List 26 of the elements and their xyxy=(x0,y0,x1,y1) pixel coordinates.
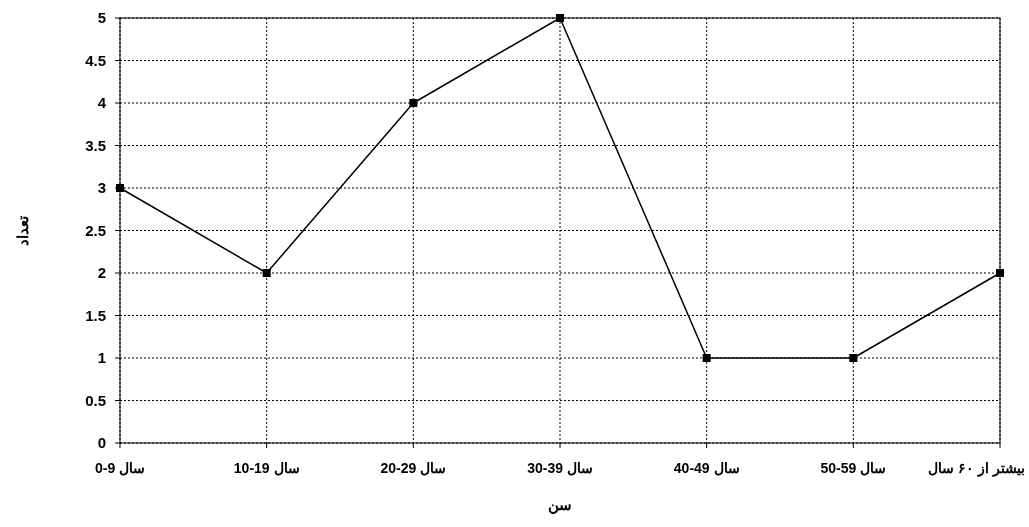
y-axis-title: تعداد xyxy=(14,215,31,246)
y-tick-label: 5 xyxy=(97,9,106,26)
y-tick-label: 2 xyxy=(97,264,106,281)
x-tick-label: سال 9-0 xyxy=(94,460,146,476)
y-tick-label: 3.5 xyxy=(85,136,106,154)
x-axis-title: سن xyxy=(548,496,572,514)
x-tick-label: بیشتر از ۶۰ سال xyxy=(928,460,1025,477)
x-tick-label: سال 29-20 xyxy=(380,460,447,476)
point xyxy=(409,99,418,107)
x-tick-label: سال 49-40 xyxy=(673,460,740,476)
y-tick-label: 1.5 xyxy=(85,306,106,324)
y-tick-label: 2.5 xyxy=(85,221,106,239)
y-tick-label: 0.5 xyxy=(85,391,106,409)
y-tick-label: 4.5 xyxy=(85,51,106,69)
y-tick-label: 1 xyxy=(97,349,106,366)
point xyxy=(849,354,858,362)
point xyxy=(556,14,564,22)
x-tick-label: سال 39-30 xyxy=(527,460,593,476)
x-tick-label: سال 19-10 xyxy=(233,460,300,476)
y-tick-label: 0 xyxy=(97,434,106,451)
x-tick-label: سال 59-50 xyxy=(820,460,887,476)
point xyxy=(262,269,271,277)
y-tick-label: 3 xyxy=(97,179,106,196)
point xyxy=(996,269,1004,277)
y-tick-label: 4 xyxy=(97,94,107,111)
point xyxy=(702,354,711,362)
